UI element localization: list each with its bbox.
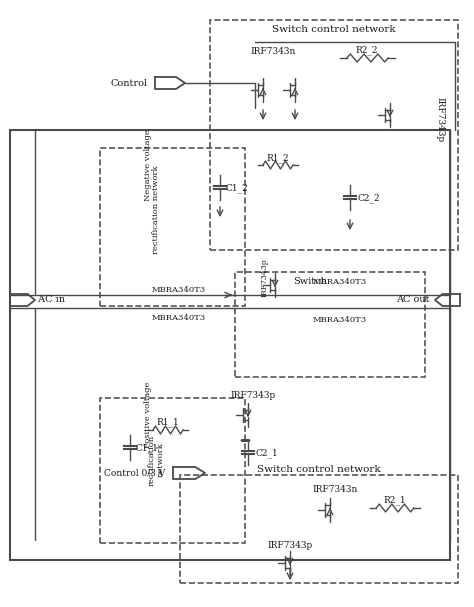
Text: Switch control network: Switch control network: [272, 25, 396, 35]
Text: MBRA340T3: MBRA340T3: [313, 316, 367, 324]
Bar: [10, 130, 450, 560]
Text: MBRA340T3: MBRA340T3: [313, 278, 367, 286]
Text: C2_1: C2_1: [256, 448, 279, 458]
Text: MBRA340T3: MBRA340T3: [152, 314, 206, 322]
Text: R1_1: R1_1: [156, 417, 179, 427]
Text: R1_2: R1_2: [267, 153, 289, 163]
Text: R2_1: R2_1: [383, 495, 406, 505]
Text: IRF7343p: IRF7343p: [261, 259, 269, 297]
Text: Switch control network: Switch control network: [257, 466, 381, 475]
Text: AC out: AC out: [396, 296, 433, 305]
Text: IRF7343p: IRF7343p: [267, 540, 313, 549]
Text: C1_1: C1_1: [136, 443, 159, 453]
Text: Control: Control: [111, 78, 148, 87]
Text: Switch: Switch: [293, 277, 327, 287]
Text: rectification network: rectification network: [152, 166, 160, 254]
Text: C1_2: C1_2: [226, 183, 249, 193]
Text: IRF7343n: IRF7343n: [250, 47, 295, 56]
Text: MBRA340T3: MBRA340T3: [152, 286, 206, 294]
Text: Negative voltage: Negative voltage: [144, 129, 152, 201]
Text: IRF7343p: IRF7343p: [436, 97, 445, 143]
Text: rectification
network: rectification network: [147, 435, 164, 486]
Text: Positive voltage: Positive voltage: [144, 382, 152, 448]
Text: C2_2: C2_2: [358, 193, 381, 203]
Text: AC in: AC in: [35, 296, 65, 305]
Text: IRF7343n: IRF7343n: [312, 486, 358, 495]
Text: R2_2: R2_2: [356, 45, 378, 55]
Text: IRF7343p: IRF7343p: [230, 390, 275, 399]
Text: Control 0/3 V: Control 0/3 V: [104, 469, 165, 478]
